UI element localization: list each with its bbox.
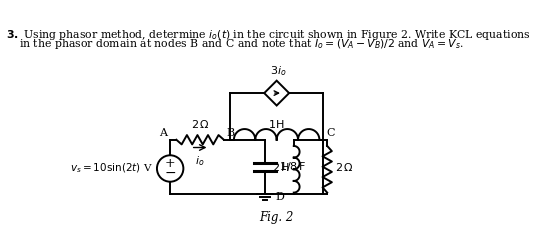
Text: $2\,\mathrm{H}$: $2\,\mathrm{H}$ [272,161,290,173]
Text: D: D [276,192,285,202]
Text: $\mathbf{3.}$ Using phasor method, determine $i_o(t)$ in the circuit shown in Fi: $\mathbf{3.}$ Using phasor method, deter… [6,28,531,42]
Text: in the phasor domain at nodes B and C and note that $I_o=(V_A-V_B)/2$ and $V_A=V: in the phasor domain at nodes B and C an… [19,37,464,51]
Text: −: − [164,166,176,180]
Text: $2\,\Omega$: $2\,\Omega$ [191,119,209,130]
Text: B: B [226,128,234,138]
Text: Fig. 2: Fig. 2 [260,211,294,224]
Text: $1/8\,\mathrm{F}$: $1/8\,\mathrm{F}$ [279,160,306,174]
Text: $i_o$: $i_o$ [195,154,205,168]
Text: +: + [165,157,176,170]
Text: $v_s=10\sin(2t)$ V: $v_s=10\sin(2t)$ V [70,162,153,175]
Text: $1\mathrm{H}$: $1\mathrm{H}$ [269,119,285,130]
Text: A: A [159,128,167,138]
Text: C: C [326,128,335,138]
Text: $3i_o$: $3i_o$ [270,64,287,77]
Text: $2\,\Omega$: $2\,\Omega$ [335,161,354,173]
